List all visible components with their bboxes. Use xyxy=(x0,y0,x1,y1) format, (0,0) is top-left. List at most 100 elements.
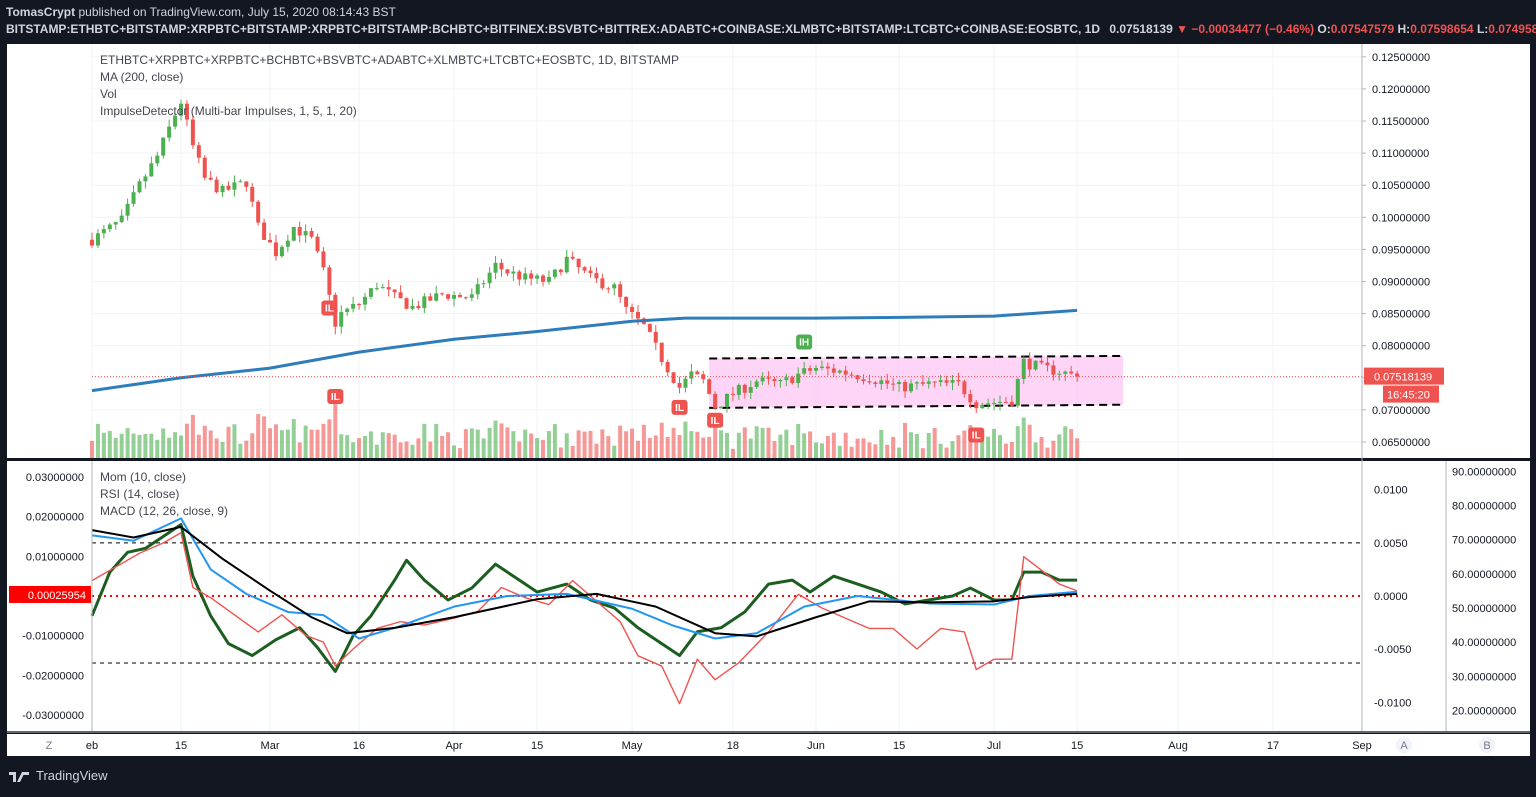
legend-vol[interactable]: Vol xyxy=(100,87,117,101)
volume-bar xyxy=(357,438,362,458)
volume-bar xyxy=(891,436,896,458)
candle-body xyxy=(1051,365,1056,375)
high-value: 0.07598654 xyxy=(1410,22,1474,36)
volume-bar xyxy=(214,438,219,458)
series-line xyxy=(91,525,1078,638)
candle-body xyxy=(606,288,611,290)
lower-pane[interactable] xyxy=(92,461,1362,731)
series-line xyxy=(90,523,1078,673)
volume-bar xyxy=(481,438,486,458)
chart-header: TomasCrypt published on TradingView.com,… xyxy=(0,0,1536,40)
volume-bar xyxy=(588,430,593,458)
candle-body xyxy=(600,278,605,289)
channel-box xyxy=(709,354,1124,409)
volume-bar xyxy=(392,434,397,458)
volume-bar xyxy=(843,432,848,458)
volume-bar xyxy=(149,433,154,458)
candle-body xyxy=(903,381,908,392)
volume-bar xyxy=(327,419,332,458)
volume-bar xyxy=(1045,447,1050,458)
candle-body xyxy=(505,269,510,274)
candle-body xyxy=(736,384,741,395)
candle-body xyxy=(956,379,961,382)
volume-bar xyxy=(232,424,237,458)
legend-macd[interactable]: MACD (12, 26, close, 9) xyxy=(100,504,229,518)
candle-body xyxy=(214,179,219,193)
volume-bar xyxy=(653,435,658,458)
legend-impulse[interactable]: ImpulseDetector (Multi-bar Impulses, 1, … xyxy=(100,104,357,118)
symbol-name[interactable]: BITSTAMP:ETHBTC+BITSTAMP:XRPBTC+BITSTAMP… xyxy=(6,22,1100,36)
legend-mom[interactable]: Mom (10, close) xyxy=(100,470,187,484)
time-axis[interactable] xyxy=(7,734,1530,756)
volume-bar xyxy=(493,420,498,458)
volume-bar xyxy=(202,425,207,458)
candle-body xyxy=(196,145,201,158)
candle-body xyxy=(897,381,902,385)
candle-body xyxy=(392,289,397,293)
candle-body xyxy=(309,231,314,237)
legend-rsi[interactable]: RSI (14, close) xyxy=(100,487,180,501)
right-tick-label: 40.00000000 xyxy=(1452,637,1516,649)
candle-body xyxy=(398,292,403,299)
volume-bar xyxy=(938,443,943,458)
candle-body xyxy=(546,276,551,282)
candle-body xyxy=(914,382,919,384)
left-current-tag-bg xyxy=(9,585,91,603)
volume-bar xyxy=(398,442,403,458)
price-change: ▼ −0.00034477 (−0.46%) xyxy=(1176,22,1315,36)
tradingview-brand[interactable]: TradingView xyxy=(8,768,108,783)
volume-bar xyxy=(1051,440,1056,458)
volume-bar xyxy=(576,430,581,458)
volume-bar xyxy=(113,437,118,458)
volume-bar xyxy=(837,445,842,458)
volume-bar xyxy=(950,441,955,458)
left-tick-label: 0.02000000 xyxy=(26,512,84,524)
candle-body xyxy=(707,379,712,394)
volume-bar xyxy=(677,434,682,458)
scale-button-b-bg[interactable] xyxy=(1479,737,1495,753)
candle-body xyxy=(250,186,255,202)
scale-button-a[interactable]: A xyxy=(1400,740,1408,752)
candle-body xyxy=(291,226,296,241)
impulse-marker-label: IH xyxy=(799,337,809,348)
legend-ma[interactable]: MA (200, close) xyxy=(100,70,184,84)
right-tick-label: 30.00000000 xyxy=(1452,671,1516,683)
candle-body xyxy=(1069,371,1074,374)
mid-tick-label: 0.0000 xyxy=(1374,591,1408,603)
legend-main-title[interactable]: ETHBTC+XRPBTC+XRPBTC+BCHBTC+BSVBTC+ADABT… xyxy=(100,53,680,67)
volume-bar xyxy=(380,432,385,458)
candle-body xyxy=(475,284,480,295)
candle-body xyxy=(653,331,658,343)
lower-mid-axis[interactable] xyxy=(1362,461,1446,731)
scale-button-a-bg[interactable] xyxy=(1396,737,1412,753)
volume-bar xyxy=(630,428,635,458)
time-tick-label: 15 xyxy=(531,740,543,752)
volume-bar xyxy=(386,433,391,458)
time-tick-label: May xyxy=(622,740,643,752)
candle-body xyxy=(926,381,931,384)
volume-bar xyxy=(879,429,884,458)
volume-bar xyxy=(558,447,563,458)
candle-body xyxy=(701,374,706,380)
candle-body xyxy=(101,229,106,234)
scale-button-z[interactable]: Z xyxy=(46,740,53,752)
candle-body xyxy=(796,373,801,384)
price-tick-label: 0.09000000 xyxy=(1372,276,1430,288)
candle-body xyxy=(867,381,872,383)
candle-body xyxy=(618,284,623,297)
lower-right-axis[interactable] xyxy=(1446,461,1530,731)
volume-bar xyxy=(452,445,457,458)
left-tick-label: 0.03000000 xyxy=(26,472,84,484)
volume-bar xyxy=(754,426,759,458)
open-value: 0.07547579 xyxy=(1330,22,1395,36)
author-name[interactable]: TomasCrypt xyxy=(6,5,76,19)
candle-body xyxy=(493,262,498,273)
candle-body xyxy=(748,387,753,393)
volume-bar xyxy=(956,435,961,458)
chart-canvas[interactable]: IL IL IL IL IH IL 0.12500000 0.12000000 0.11500… xyxy=(0,40,1536,797)
candle-body xyxy=(220,185,225,193)
right-tick-label: 20.00000000 xyxy=(1452,705,1516,717)
scale-button-b[interactable]: B xyxy=(1483,740,1490,752)
volume-bar xyxy=(285,429,290,458)
candle-body xyxy=(362,296,367,305)
